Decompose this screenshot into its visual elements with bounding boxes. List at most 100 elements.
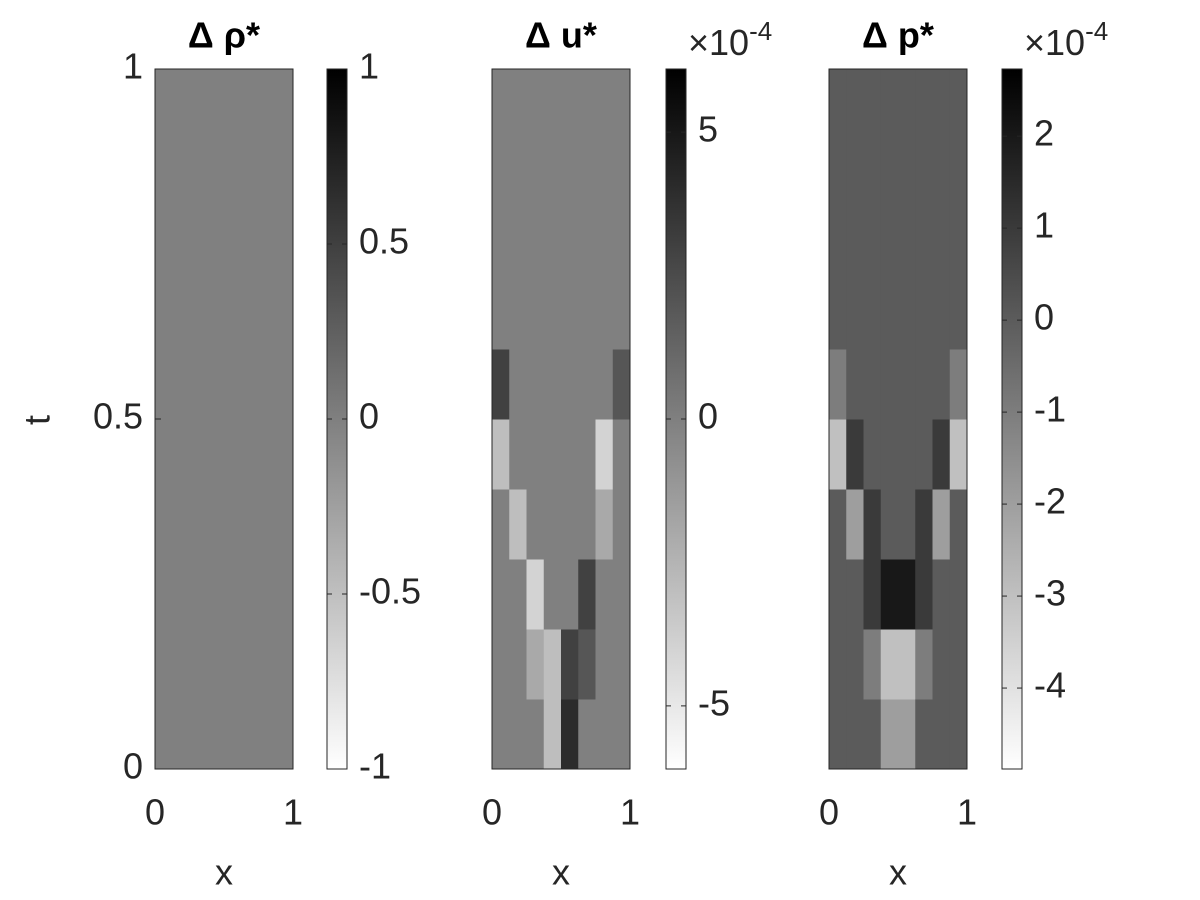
heatmap-cell	[863, 69, 882, 140]
heatmap-cell	[863, 559, 882, 630]
heatmap-cell	[880, 489, 899, 560]
heatmap-cell	[949, 419, 968, 490]
heatmap-cell	[949, 699, 968, 770]
heatmap-cell	[492, 559, 510, 630]
heatmap-cell	[543, 559, 562, 630]
heatmap-cell	[509, 279, 527, 350]
heatmap-cell	[880, 279, 899, 350]
heatmap-cell	[561, 69, 579, 140]
heatmap-cell	[863, 349, 882, 420]
y-tick-label: 1	[123, 46, 143, 87]
heatmap-cell	[898, 279, 916, 350]
heatmap-cell	[578, 349, 596, 420]
heatmap-cell	[526, 279, 545, 350]
heatmap-cell	[578, 69, 596, 140]
colorbar-multiplier: ×10-4	[688, 16, 772, 63]
heatmap-cell	[509, 139, 527, 210]
axes-box	[491, 68, 631, 770]
colorbar-tick-label: -1	[359, 746, 391, 787]
x-tick-label: 0	[819, 792, 839, 833]
heatmap-cell	[595, 349, 614, 420]
heatmap-cell	[846, 699, 864, 770]
heatmap-cell	[492, 209, 510, 280]
heatmap-cell	[898, 629, 916, 700]
heatmap-cell	[492, 69, 510, 140]
heatmap-cell	[880, 69, 899, 140]
x-axis-label: x	[215, 852, 233, 893]
heatmap-cell	[155, 69, 294, 770]
heatmap-cell	[543, 69, 562, 140]
heatmap-cell	[526, 209, 545, 280]
colorbar-tick-label: 1	[359, 46, 379, 87]
heatmap-cell	[612, 279, 631, 350]
heatmap-cell	[949, 279, 968, 350]
multiplier-base: ×10	[688, 22, 749, 63]
heatmap-cell	[880, 629, 899, 700]
heatmap-cell	[492, 629, 510, 700]
heatmap-cell	[595, 489, 614, 560]
heatmap-cell	[932, 139, 951, 210]
chart-title: Δ p*	[862, 15, 934, 56]
heatmap-cell	[829, 69, 847, 140]
heatmap-cell	[561, 209, 579, 280]
heatmap-cell	[543, 139, 562, 210]
heatmap-cell	[509, 489, 527, 560]
heatmap-cell	[829, 699, 847, 770]
heatmap-cell	[595, 139, 614, 210]
colorbar-multiplier: ×10-4	[1024, 16, 1108, 63]
heatmap-cell	[578, 699, 596, 770]
x-axis-label: x	[889, 852, 907, 893]
multiplier-base: ×10	[1024, 22, 1085, 63]
heatmap-cell	[829, 629, 847, 700]
x-tick-label: 1	[957, 792, 977, 833]
heatmap-cell	[898, 69, 916, 140]
colorbar-tick-label: 1	[1034, 205, 1054, 246]
heatmap-cell	[915, 489, 933, 560]
heatmap-cell	[543, 629, 562, 700]
heatmap-cell	[932, 209, 951, 280]
heatmap-cell	[561, 349, 579, 420]
heatmap-cell	[846, 559, 864, 630]
heatmap-cell	[543, 209, 562, 280]
heatmap-cell	[846, 349, 864, 420]
heatmap-cell	[949, 69, 968, 140]
colorbar-tick-label: -0.5	[359, 571, 421, 612]
heatmap-cell	[898, 559, 916, 630]
heatmap-cell	[492, 419, 510, 490]
heatmap-cell	[915, 419, 933, 490]
heatmap-cell	[863, 419, 882, 490]
heatmap-cell	[829, 419, 847, 490]
heatmap-cell	[932, 629, 951, 700]
heatmap-cell	[949, 559, 968, 630]
heatmap-cell	[612, 699, 631, 770]
heatmap-cell	[561, 489, 579, 560]
heatmap-cell	[863, 209, 882, 280]
heatmap-cell	[612, 139, 631, 210]
heatmap-cell	[846, 209, 864, 280]
heatmap-cell	[595, 419, 614, 490]
heatmap-cell	[863, 279, 882, 350]
heatmap-cell	[949, 349, 968, 420]
heatmap-cell	[578, 629, 596, 700]
axes-box	[828, 68, 968, 770]
heatmap-cell	[543, 279, 562, 350]
heatmap-cell	[829, 279, 847, 350]
colorbar-tick-label: -2	[1034, 481, 1066, 522]
multiplier-exponent: -4	[1085, 16, 1108, 46]
heatmap-cell	[578, 419, 596, 490]
heatmap-cell	[612, 489, 631, 560]
heatmap-cell	[526, 419, 545, 490]
heatmap-cell	[898, 349, 916, 420]
heatmap-cell	[915, 69, 933, 140]
heatmap-cell	[509, 349, 527, 420]
heatmap-cell	[880, 349, 899, 420]
heatmap-cell	[846, 139, 864, 210]
heatmap-cell	[526, 349, 545, 420]
heatmap-cell	[526, 699, 545, 770]
heatmap-cell	[526, 489, 545, 560]
heatmap-cell	[932, 699, 951, 770]
x-tick-label: 0	[145, 792, 165, 833]
chart-title: Δ ρ*	[188, 15, 260, 56]
heatmap-cell	[595, 209, 614, 280]
heatmap-cell	[543, 489, 562, 560]
